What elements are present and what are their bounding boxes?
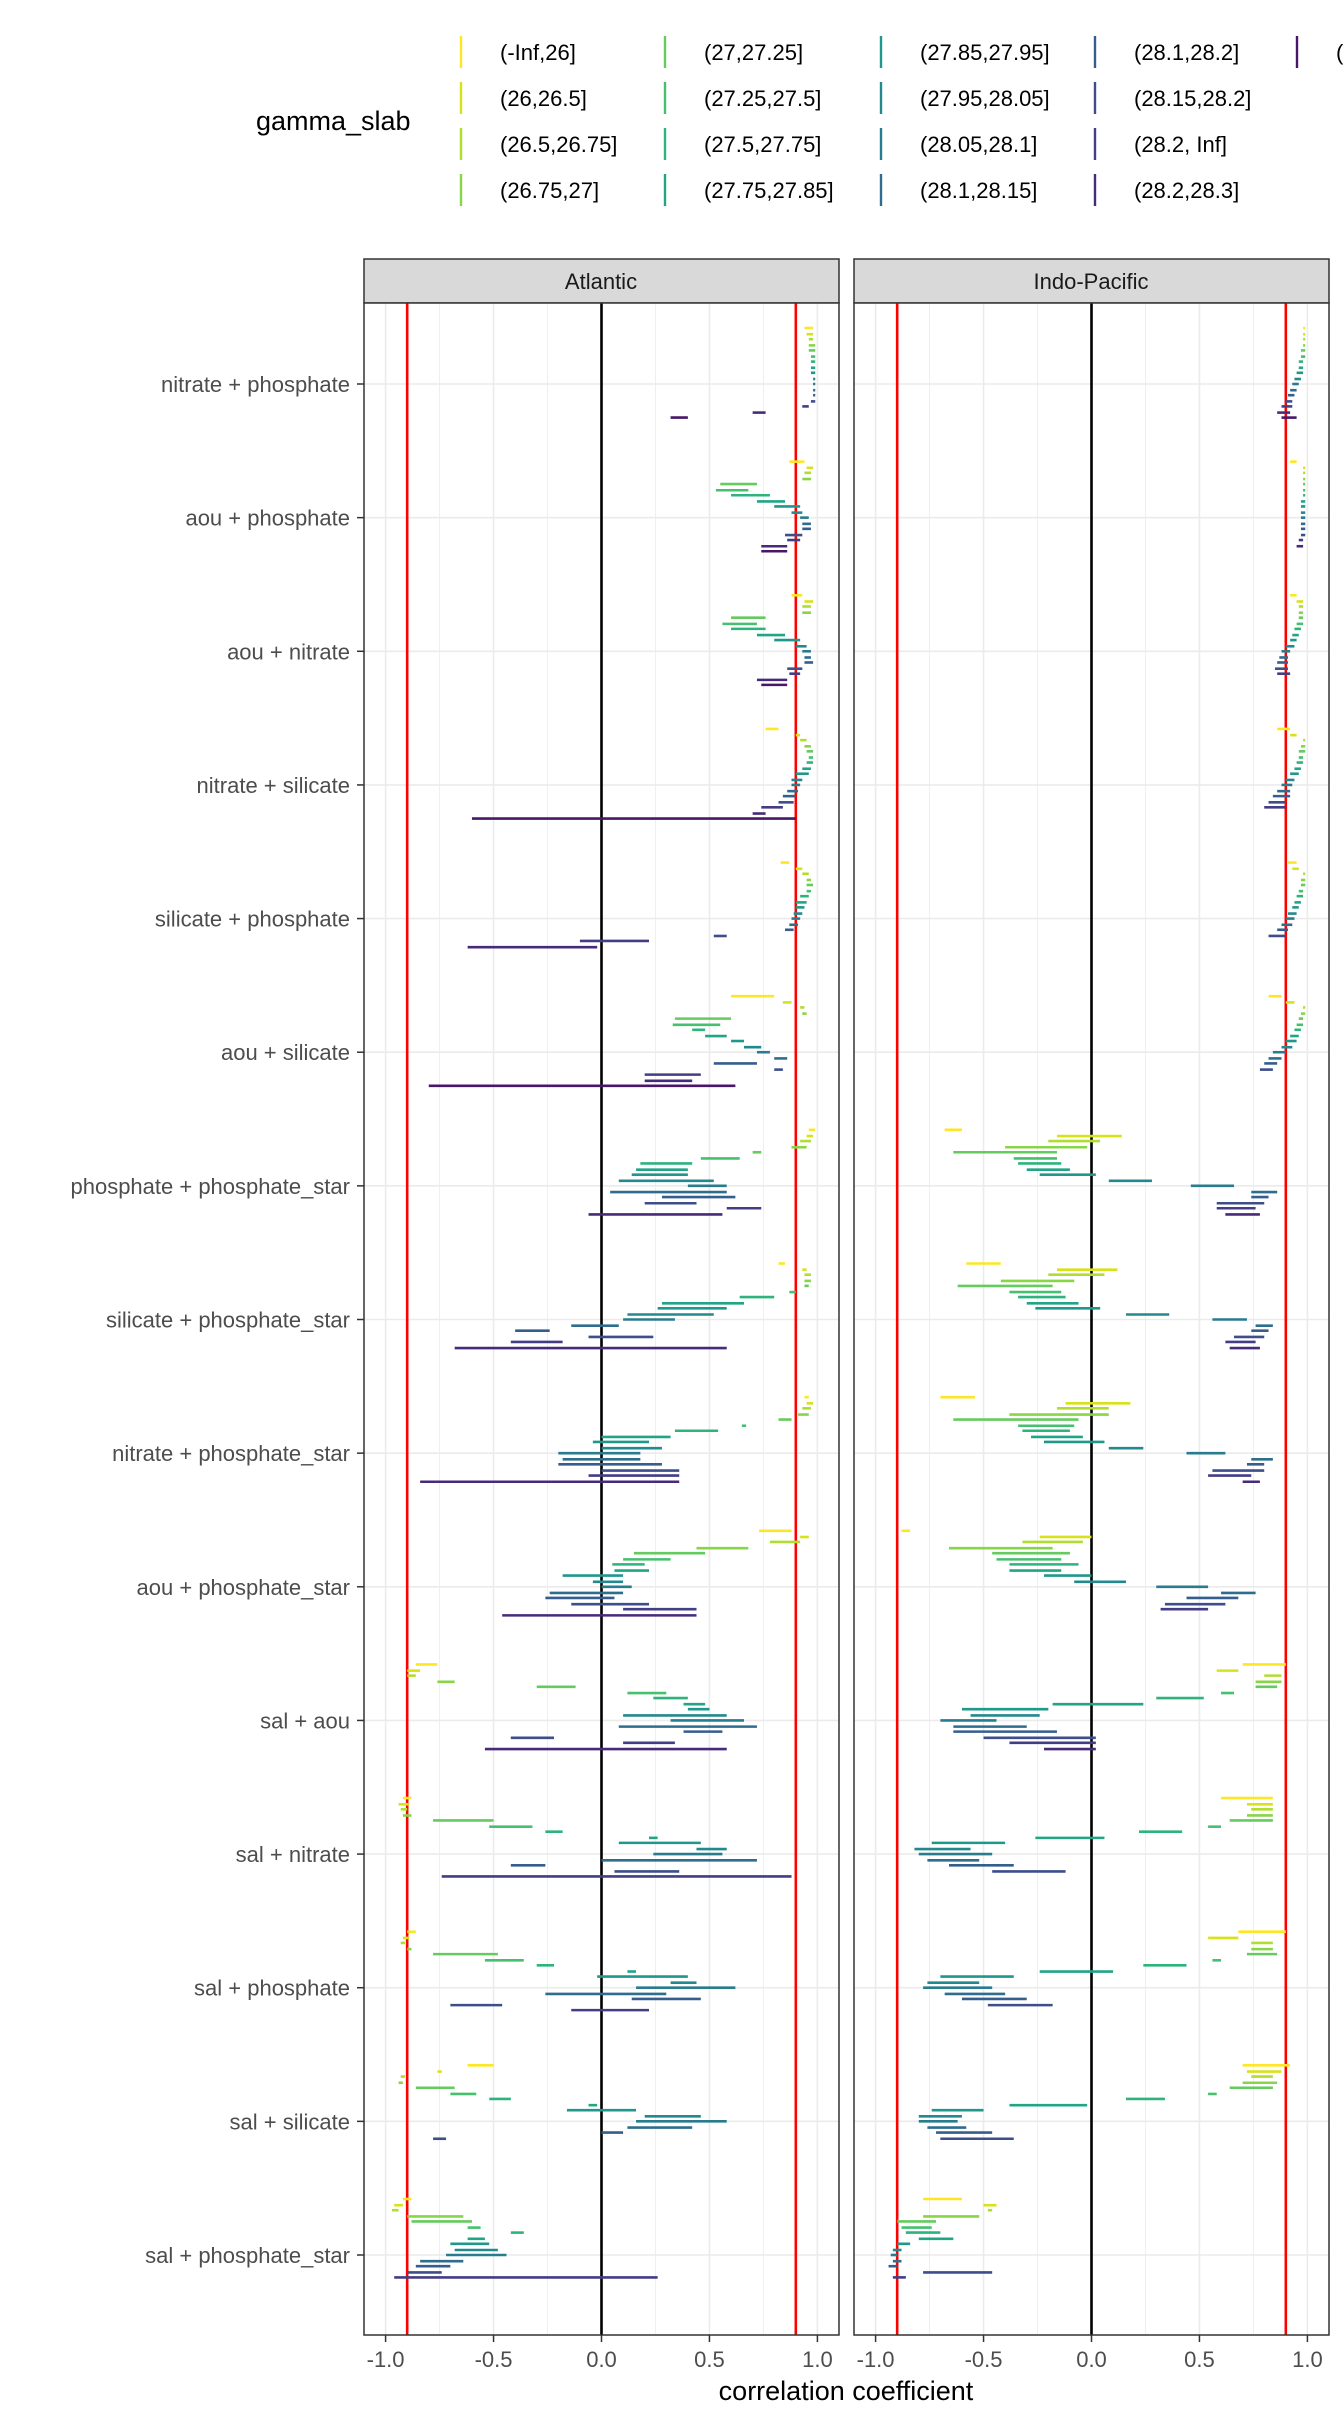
x-tick-label: -1.0 [857,2347,895,2372]
x-axis-indo-pacific: -1.0 -0.5 0.0 0.5 1.0 [857,2335,1323,2372]
y-tick-label: silicate + phosphate_star [106,1308,350,1333]
y-tick-label: nitrate + phosphate_star [112,1441,350,1466]
legend-label: (27.85,27.95] [920,40,1050,65]
y-tick-label: aou + nitrate [227,639,350,664]
legend-item-27-25-27-5: (27.25,27.5] [663,82,821,114]
legend-label: ( [1336,40,1344,65]
legend-item-28-1-28-2: (28.1,28.2] [1093,36,1239,68]
legend-label: (26.5,26.75] [500,132,617,157]
y-tick-label: nitrate + silicate [197,773,350,798]
panel-content-indo-pacific [854,303,1329,2335]
x-tick-label: -1.0 [367,2347,405,2372]
y-tick-label: aou + silicate [221,1040,350,1065]
panel-content-atlantic [364,303,839,2335]
legend-label: (28.15,28.2] [1134,86,1251,111]
legend-label: (28.1,28.15] [920,178,1037,203]
x-tick-label: 1.0 [1292,2347,1323,2372]
strip-atlantic [363,258,840,304]
legend-label: (-Inf,26] [500,40,576,65]
strip-indo-pacific [853,258,1330,304]
x-tick-label: 0.5 [694,2347,725,2372]
y-tick-label: sal + nitrate [236,1842,350,1867]
legend-label: (27.25,27.5] [704,86,821,111]
y-tick-label: sal + phosphate_star [145,2243,350,2268]
legend-label: (28.1,28.2] [1134,40,1239,65]
y-tick-label: aou + phosphate_star [137,1575,350,1600]
y-axis: nitrate + phosphate aou + phosphate aou + … [70,372,364,2268]
x-tick-label: 0.0 [1076,2347,1107,2372]
legend-item-item-16: ( [1295,36,1344,68]
strip-label-indo-pacific: Indo-Pacific [1034,269,1149,294]
x-tick-label: -0.5 [475,2347,513,2372]
panel-atlantic: Atlantic [363,258,840,2336]
legend-item-27-85-27-95: (27.85,27.95] [879,36,1050,68]
x-tick-label: 0.0 [586,2347,617,2372]
legend-entries: (-Inf,26] (26,26.5] (26.5,26.75] (26.75,27]… [459,36,1344,206]
legend-item-inf-26: (-Inf,26] [459,36,576,68]
legend-item-27-5-27-75: (27.5,27.75] [663,128,821,160]
legend-item-26-5-26-75: (26.5,26.75] [459,128,617,160]
y-tick-label: nitrate + phosphate [161,372,350,397]
x-axis-title: correlation coefficient [719,2376,974,2406]
legend-item-28-2-inf: (28.2, Inf] [1093,128,1227,160]
strip-label-atlantic: Atlantic [565,269,637,294]
y-tick-label: sal + aou [260,1708,350,1733]
legend-item-26-75-27: (26.75,27] [459,174,599,206]
legend-label: (28.2,28.3] [1134,178,1239,203]
legend-item-28-1-28-15: (28.1,28.15] [879,174,1037,206]
legend-item-28-15-28-2: (28.15,28.2] [1093,82,1251,114]
panel-indo-pacific: Indo-Pacific [853,258,1330,2336]
legend-title: gamma_slab [256,106,411,136]
legend-label: (26.75,27] [500,178,599,203]
x-tick-label: 1.0 [802,2347,833,2372]
x-axis-atlantic: -1.0 -0.5 0.0 0.5 1.0 [367,2335,833,2372]
y-tick-label: silicate + phosphate [155,907,350,932]
legend-label: (28.2, Inf] [1134,132,1227,157]
legend-item-26-26-5: (26,26.5] [459,82,587,114]
legend-label: (27.75,27.85] [704,178,834,203]
legend-label: (26,26.5] [500,86,587,111]
y-tick-label: sal + silicate [230,2109,350,2134]
legend-label: (27.5,27.75] [704,132,821,157]
legend-item-28-2-28-3: (28.2,28.3] [1093,174,1239,206]
legend-item-28-05-28-1: (28.05,28.1] [879,128,1037,160]
legend-label: (27,27.25] [704,40,803,65]
y-tick-label: aou + phosphate [185,506,350,531]
legend: gamma_slab (-Inf,26] (26,26.5] (26.5,26.75… [256,36,1344,206]
y-tick-label: sal + phosphate [194,1976,350,2001]
y-tick-label: phosphate + phosphate_star [70,1174,350,1199]
legend-label: (27.95,28.05] [920,86,1050,111]
legend-item-27-27-25: (27,27.25] [663,36,803,68]
x-tick-label: -0.5 [965,2347,1003,2372]
legend-item-27-75-27-85: (27.75,27.85] [663,174,834,206]
legend-label: (28.05,28.1] [920,132,1037,157]
legend-item-27-95-28-05: (27.95,28.05] [879,82,1050,114]
x-tick-label: 0.5 [1184,2347,1215,2372]
